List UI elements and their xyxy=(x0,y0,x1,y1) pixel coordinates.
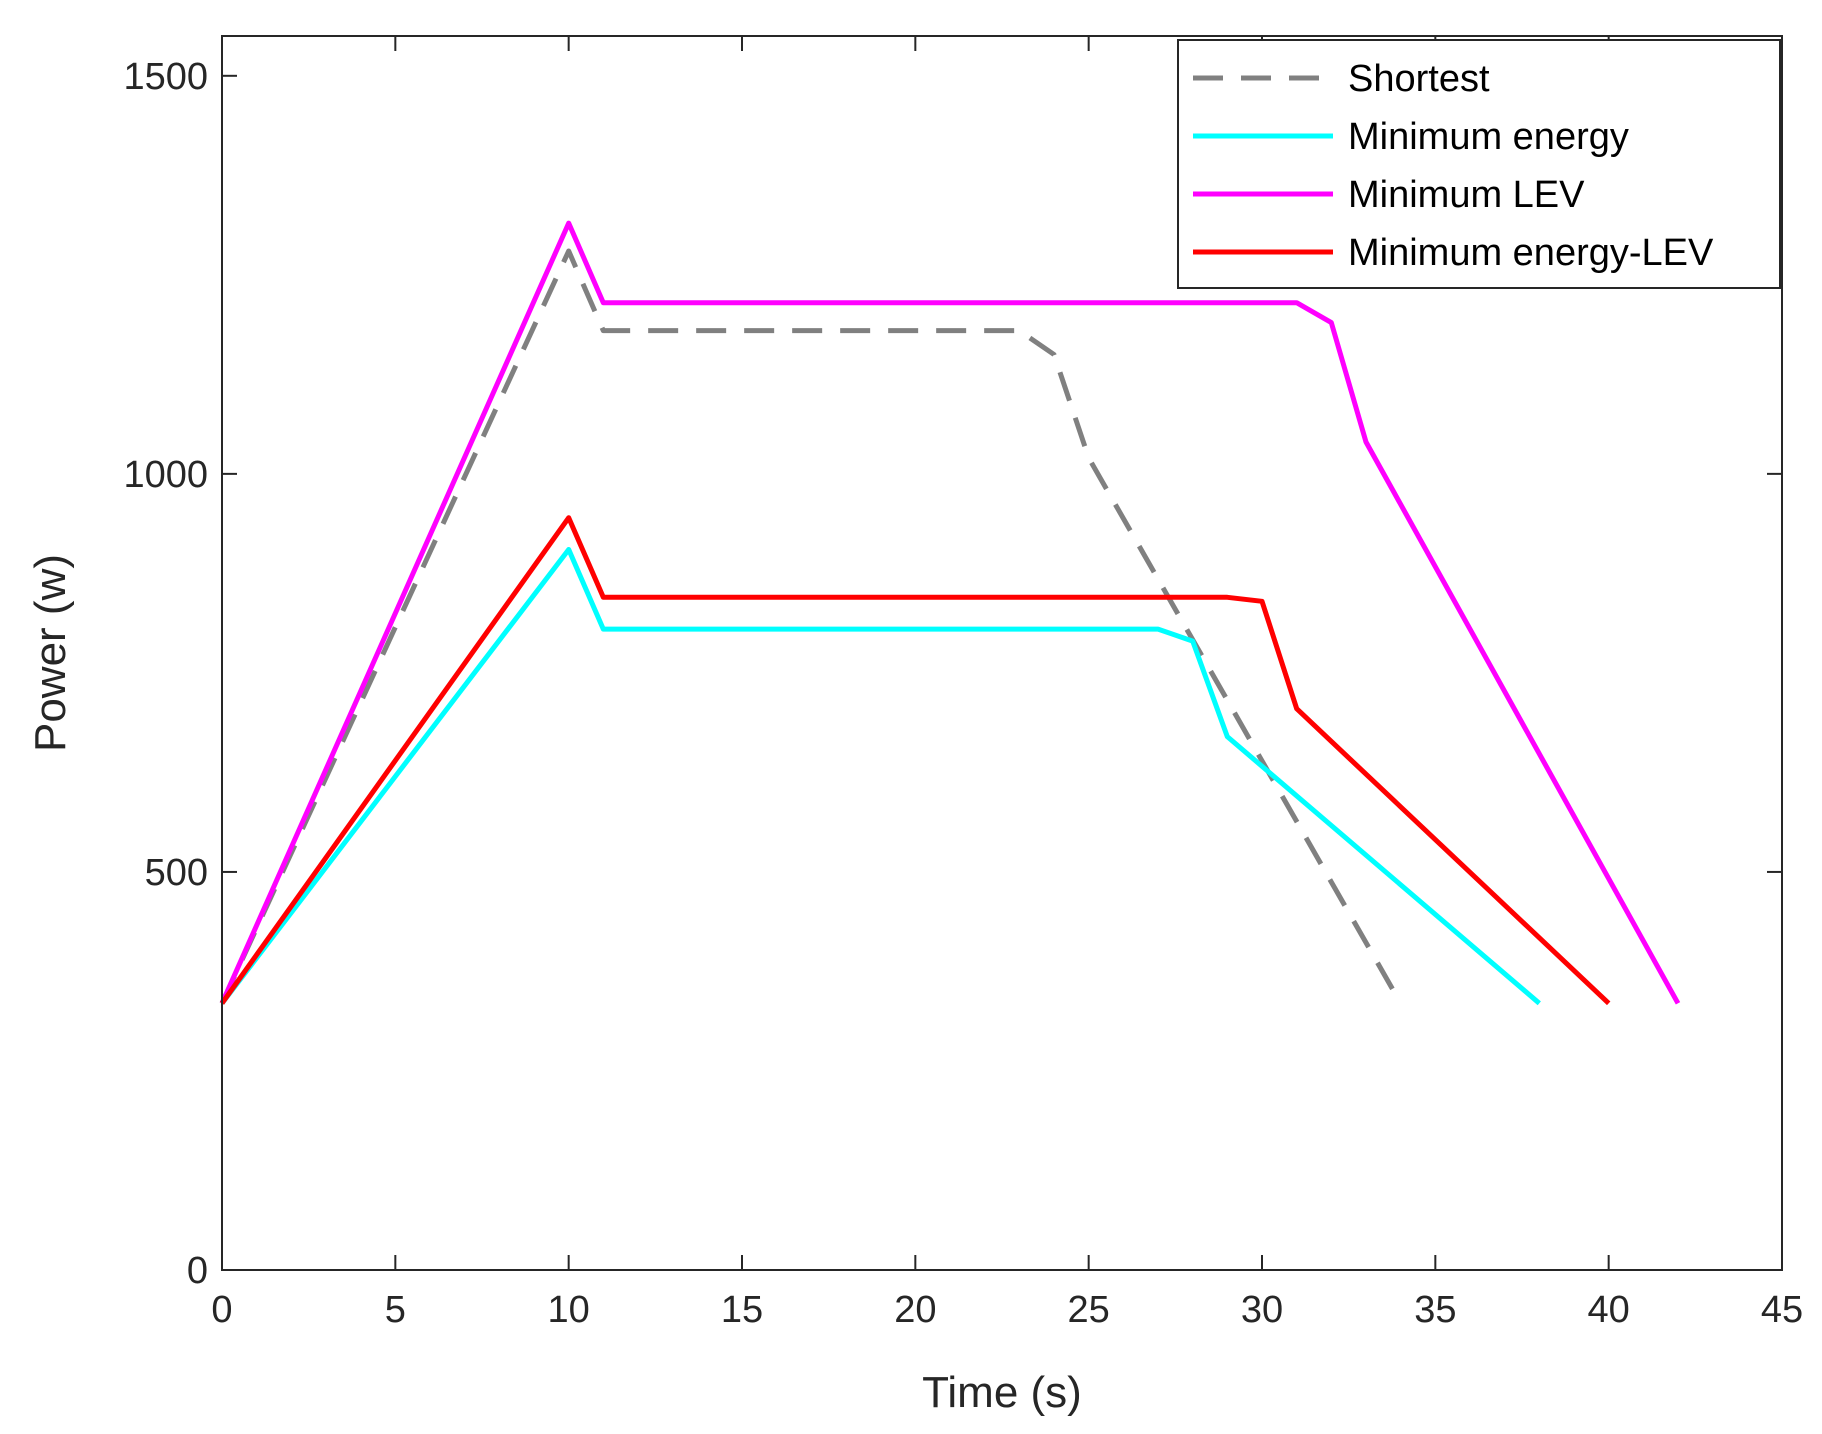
series-line-2 xyxy=(219,220,1681,1005)
y-tick-label: 1000 xyxy=(123,454,208,496)
axis-ticks: 0 5 10 15 20 25 30 35 40 45 0 500 1000 1500 xyxy=(123,36,1803,1331)
x-tick-label: 45 xyxy=(1761,1289,1803,1331)
y-axis-label: Power (w) xyxy=(26,554,75,752)
legend-label-2: Minimum LEV xyxy=(1348,174,1585,216)
series-lines xyxy=(219,220,1681,1006)
x-tick-label: 35 xyxy=(1414,1289,1456,1331)
axes-box xyxy=(221,35,1783,1271)
x-tick-label: 0 xyxy=(211,1289,232,1331)
x-tick-label: 5 xyxy=(385,1289,406,1331)
x-tick-label: 15 xyxy=(721,1289,763,1331)
x-tick-label: 30 xyxy=(1241,1289,1283,1331)
legend-label-1: Minimum energy xyxy=(1348,116,1629,158)
legend-box xyxy=(1177,39,1781,289)
x-tick-label: 40 xyxy=(1588,1289,1630,1331)
series-line-1 xyxy=(220,547,1541,1006)
series-line-3 xyxy=(219,515,1611,1006)
y-tick-label: 0 xyxy=(187,1250,208,1292)
y-tick-label: 500 xyxy=(145,852,208,894)
x-axis-label: Time (s) xyxy=(922,1368,1082,1417)
x-tick-label: 10 xyxy=(548,1289,590,1331)
legend: Shortest Minimum energy Minimum LEV Minimum… xyxy=(1177,39,1781,289)
x-tick-label: 20 xyxy=(894,1289,936,1331)
y-tick-label: 1500 xyxy=(123,56,208,98)
legend-label-0: Shortest xyxy=(1348,58,1490,100)
series-line-0 xyxy=(219,248,1403,1005)
legend-label-3: Minimum energy-LEV xyxy=(1348,232,1714,274)
x-tick-label: 25 xyxy=(1068,1289,1110,1331)
